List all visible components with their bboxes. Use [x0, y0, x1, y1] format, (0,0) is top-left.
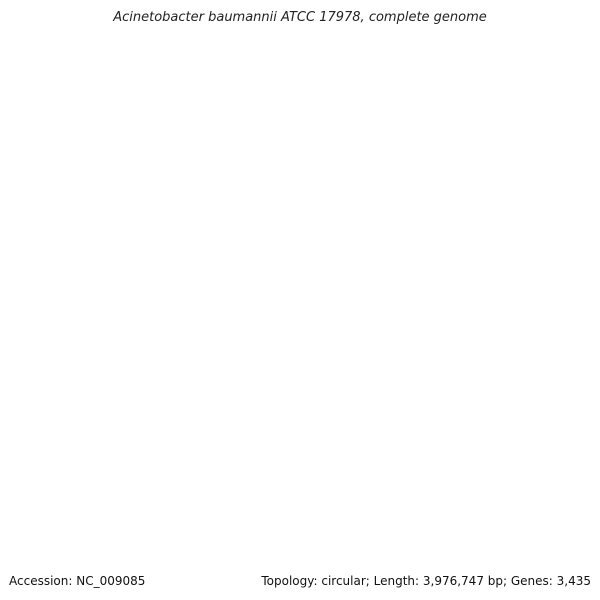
- map-title: Acinetobacter baumannii ATCC 17978, comp…: [113, 10, 487, 25]
- genome-summary-text: Topology: circular; Length: 3,976,747 bp…: [261, 574, 591, 588]
- accession-text: Accession: NC_009085: [9, 574, 146, 588]
